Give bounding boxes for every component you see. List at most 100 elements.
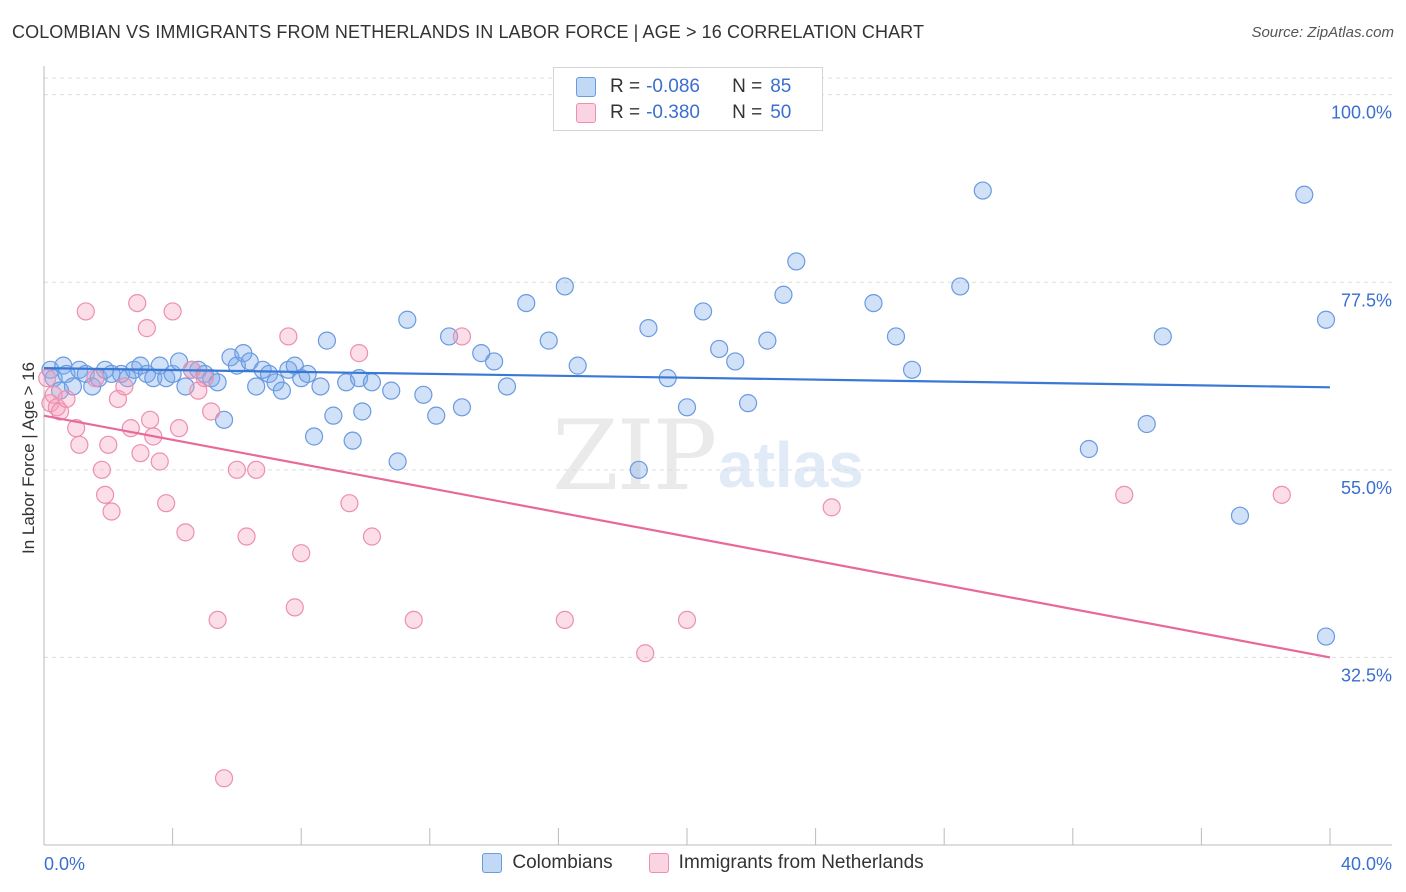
netherlands-point bbox=[247, 460, 266, 479]
colombian-point bbox=[710, 339, 729, 359]
x-tick-label: 0.0% bbox=[44, 854, 85, 874]
n-value: 50 bbox=[770, 102, 792, 123]
netherlands-point bbox=[1115, 485, 1134, 504]
netherlands-point bbox=[362, 527, 382, 546]
netherlands-point bbox=[92, 460, 111, 479]
legend-swatch-blue bbox=[576, 77, 596, 97]
legend-label: Immigrants from Netherlands bbox=[678, 852, 924, 873]
colombian-point bbox=[247, 377, 266, 396]
netherlands-point bbox=[292, 544, 311, 563]
colombian-point bbox=[639, 319, 658, 338]
netherlands-point bbox=[677, 610, 697, 630]
colombians-trend-line bbox=[43, 367, 1331, 389]
axes bbox=[43, 66, 1392, 846]
n-label: N = bbox=[732, 76, 763, 97]
colombian-point bbox=[485, 352, 504, 371]
legend-item-colombians[interactable]: Colombians bbox=[482, 852, 613, 874]
netherlands-point bbox=[285, 598, 304, 617]
netherlands-point bbox=[214, 769, 234, 788]
colombian-point bbox=[388, 452, 407, 471]
colombian-point bbox=[324, 406, 343, 425]
y-tick-label: 55.0% bbox=[1341, 478, 1392, 498]
colombian-point bbox=[452, 398, 472, 417]
colombian-point bbox=[629, 460, 648, 479]
trend-lines bbox=[43, 367, 1331, 659]
netherlands-point bbox=[140, 410, 160, 429]
source-label[interactable]: Source: ZipAtlas.com bbox=[1251, 24, 1394, 41]
colombian-point bbox=[298, 364, 317, 384]
colombian-point bbox=[677, 398, 697, 417]
y-tick-label: 32.5% bbox=[1341, 665, 1392, 685]
netherlands-point bbox=[636, 644, 655, 663]
netherlands-point bbox=[99, 435, 118, 454]
colombian-point bbox=[398, 310, 417, 329]
netherlands-point bbox=[86, 369, 105, 388]
netherlands-point bbox=[195, 369, 214, 388]
r-value: -0.086 bbox=[646, 76, 700, 97]
netherlands-point bbox=[137, 319, 156, 338]
x-tick-labels: 0.0% 40.0% bbox=[44, 854, 1392, 874]
colombian-point bbox=[414, 385, 433, 404]
colombian-point bbox=[311, 377, 330, 396]
colombian-point bbox=[1153, 327, 1172, 346]
data-points bbox=[38, 181, 1336, 788]
colombian-point bbox=[427, 406, 446, 425]
colombian-point bbox=[738, 394, 758, 413]
series-legend: Colombians Immigrants from Netherlands bbox=[0, 852, 1406, 874]
colombian-point bbox=[1316, 310, 1336, 329]
legend-row-colombians: R = -0.086 N = 85 bbox=[576, 75, 791, 99]
netherlands-point bbox=[157, 494, 176, 513]
netherlands-trend-line bbox=[43, 414, 1331, 659]
netherlands-point bbox=[57, 389, 76, 409]
netherlands-point bbox=[70, 435, 89, 454]
colombian-point bbox=[973, 181, 992, 200]
netherlands-point bbox=[227, 460, 246, 479]
netherlands-point bbox=[340, 494, 359, 513]
r-label: R = bbox=[610, 102, 641, 123]
legend-swatch-pink bbox=[576, 103, 596, 123]
colombian-point bbox=[568, 356, 587, 375]
netherlands-point bbox=[555, 610, 574, 630]
colombian-point bbox=[539, 331, 558, 350]
colombian-point bbox=[382, 381, 401, 400]
legend-item-netherlands[interactable]: Immigrants from Netherlands bbox=[648, 852, 924, 874]
n-label: N = bbox=[732, 102, 763, 123]
colombian-point bbox=[439, 327, 459, 346]
colombian-point bbox=[726, 352, 745, 371]
netherlands-point bbox=[76, 302, 95, 321]
colombian-point bbox=[1316, 627, 1336, 646]
colombian-point bbox=[517, 293, 536, 313]
colombian-point bbox=[758, 331, 777, 350]
colombian-point bbox=[1295, 185, 1314, 204]
watermark-zip: ZIP bbox=[552, 400, 717, 512]
n-value: 85 bbox=[770, 76, 792, 97]
y-tick-label: 77.5% bbox=[1341, 290, 1392, 310]
netherlands-point bbox=[404, 610, 423, 630]
legend-swatch-blue bbox=[482, 853, 503, 873]
netherlands-point bbox=[176, 523, 195, 542]
colombian-point bbox=[774, 285, 793, 304]
watermark-atlas: atlas bbox=[718, 429, 864, 501]
netherlands-point bbox=[163, 302, 182, 321]
colombian-point bbox=[864, 293, 883, 313]
colombian-point bbox=[317, 331, 337, 350]
netherlands-point bbox=[38, 369, 57, 388]
netherlands-point bbox=[208, 610, 227, 630]
netherlands-point bbox=[169, 419, 189, 438]
colombian-point bbox=[214, 410, 234, 429]
r-label: R = bbox=[610, 76, 641, 97]
colombian-point bbox=[1230, 506, 1250, 525]
colombian-point bbox=[1137, 414, 1156, 434]
netherlands-point bbox=[202, 402, 221, 421]
y-tick-label: 100.0% bbox=[1331, 103, 1392, 123]
netherlands-point bbox=[131, 444, 150, 463]
legend-row-netherlands: R = -0.380 N = 50 bbox=[576, 101, 791, 125]
netherlands-point bbox=[150, 452, 169, 471]
netherlands-point bbox=[95, 485, 115, 504]
colombian-point bbox=[951, 277, 970, 296]
netherlands-point bbox=[237, 527, 256, 546]
colombian-point bbox=[362, 373, 382, 392]
colombian-point bbox=[497, 377, 517, 396]
legend-swatch-pink bbox=[648, 853, 669, 873]
colombian-point bbox=[353, 402, 372, 421]
